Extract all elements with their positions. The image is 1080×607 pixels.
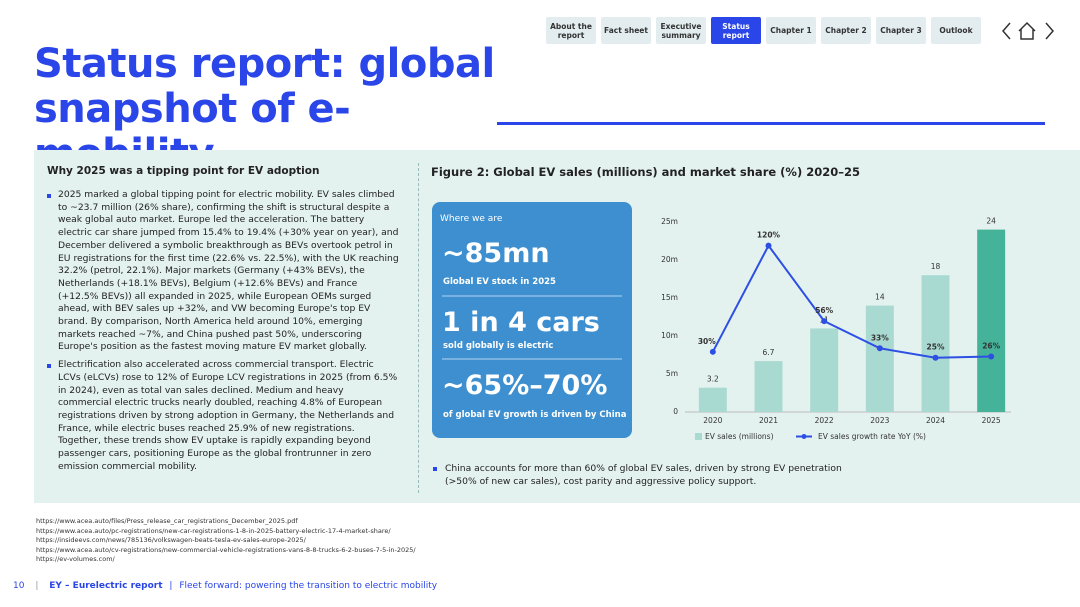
line-point (876, 345, 883, 352)
nav-item[interactable]: About the report (546, 17, 596, 44)
stats-box: Where we are ~85mn Global EV stock in 20… (432, 202, 632, 438)
nav-next (1045, 22, 1054, 40)
line-label: 30% (698, 337, 716, 346)
footer-brand: EY – Eurelectric report (49, 581, 163, 591)
stat-small: sold globally is electric (443, 341, 554, 351)
footnotes: https://www.acea.auto/files/Press_releas… (36, 517, 416, 565)
page-number: 10 (13, 581, 25, 591)
x-tick-label: 2022 (815, 416, 834, 425)
bar (977, 229, 1006, 412)
line-point (709, 348, 716, 355)
figure-note: China accounts for more than 60% of glob… (433, 463, 845, 488)
separator (442, 358, 622, 360)
footer-subtitle: Fleet forward: powering the transition t… (179, 581, 438, 591)
x-tick-label: 2021 (759, 416, 778, 425)
footnote: https://www.acea.auto/files/Press_releas… (36, 517, 298, 525)
footer: 10 | EY – Eurelectric report | Fleet for… (13, 581, 438, 591)
bullet: Electrification also accelerated across … (47, 359, 399, 473)
separator (442, 295, 622, 297)
divider (418, 163, 419, 493)
nav-item[interactable]: Chapter 1 (766, 17, 816, 44)
x-tick-label: 2020 (703, 416, 722, 425)
left-heading: Why 2025 was a tipping point for EV adop… (47, 165, 320, 177)
stat-big: ~65%–70% (442, 370, 608, 401)
left-body: 2025 marked a global tipping point for e… (47, 189, 399, 478)
line (711, 243, 992, 359)
line-label: 33% (871, 333, 889, 342)
stat-small: of global EV growth is driven by China (443, 410, 627, 420)
nav-item[interactable]: Chapter 3 (876, 17, 926, 44)
nav: About the report Fact sheet Executive summ… (546, 17, 981, 44)
footnote: https://www.acea.auto/pc-registrations/n… (36, 526, 391, 535)
stat-big: 1 in 4 cars (442, 307, 600, 338)
y-tick-label: 25m (661, 217, 678, 226)
line-label: 25% (927, 343, 945, 352)
x-tick-label: 2023 (870, 416, 889, 425)
y-tick-label: 0 (673, 407, 678, 416)
stats-heading: Where we are (440, 214, 503, 224)
bar-label: 14 (875, 293, 885, 302)
line-point (932, 354, 939, 361)
bar (810, 328, 839, 412)
legend-swatch (801, 434, 807, 439)
x-tick-label: 2025 (982, 416, 1001, 425)
nav-item[interactable]: Status report (711, 17, 761, 44)
bar (754, 361, 783, 412)
line-point (988, 353, 995, 360)
title-rule (497, 122, 1045, 125)
nav-item[interactable]: Chapter 2 (821, 17, 871, 44)
y-tick-label: 15m (661, 293, 678, 302)
footnote: https://www.acea.auto/cv-registrations/n… (36, 545, 416, 554)
nav-home (1018, 21, 1036, 40)
line-point (765, 242, 772, 249)
bar (921, 275, 950, 412)
y-tick-label: 20m (661, 255, 678, 264)
nav-item[interactable]: Outlook (931, 17, 981, 44)
bar (865, 305, 894, 412)
legend-label: EV sales growth rate YoY (%) (818, 432, 926, 441)
footnote: https://insideevs.com/news/785136/volksw… (36, 536, 306, 544)
line-label: 120% (757, 231, 781, 240)
x-tick-label: 2024 (926, 416, 945, 425)
line-label: 26% (982, 342, 1000, 351)
line-point (821, 318, 828, 325)
line-label: 56% (815, 306, 833, 315)
nav-prev (1002, 22, 1011, 40)
footnote: https://ev-volumes.com/ (36, 555, 115, 563)
bar-label: 6.7 (763, 348, 775, 357)
y-tick-label: 5m (666, 369, 678, 378)
bar-label: 24 (986, 217, 996, 226)
legend-label: EV sales (millions) (705, 432, 774, 441)
bar-label: 3.2 (707, 375, 719, 384)
figure-title: Figure 2: Global EV sales (millions) and… (431, 165, 860, 179)
bar-label: 18 (931, 262, 941, 271)
legend-swatch (695, 433, 702, 440)
y-tick-label: 10m (661, 331, 678, 340)
stat-small: Global EV stock in 2025 (443, 277, 556, 287)
nav-item[interactable]: Fact sheet (601, 17, 651, 44)
nav-item[interactable]: Executive summary (656, 17, 706, 44)
bar (698, 387, 727, 412)
stat-big: ~85mn (442, 238, 550, 269)
bullet: 2025 marked a global tipping point for e… (47, 189, 399, 354)
